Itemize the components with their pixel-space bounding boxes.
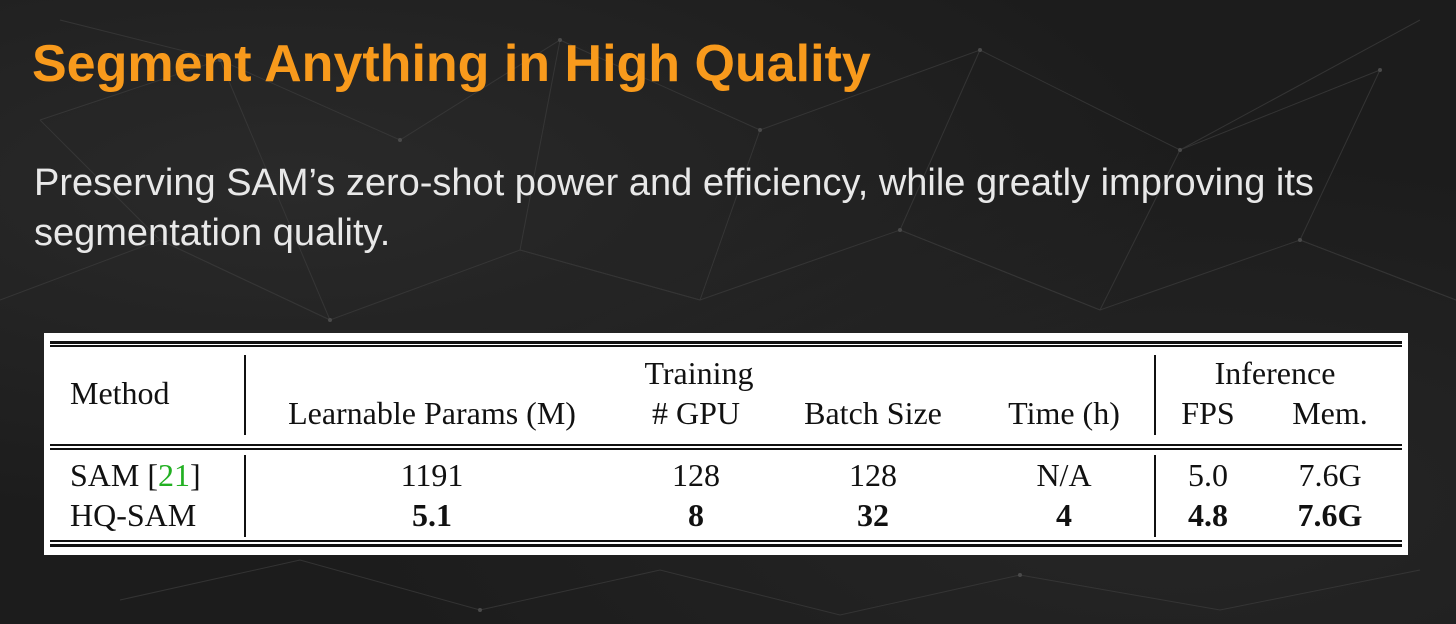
- row-sam-fps: 5.0: [1188, 457, 1228, 493]
- row-sam-gpu: 128: [672, 457, 720, 493]
- table-divider-method: [244, 355, 246, 435]
- row-sam-params: 1191: [400, 457, 464, 493]
- row-sam-memory: 7.6G: [1298, 457, 1362, 493]
- row-hqsam-time: 4: [1056, 497, 1072, 533]
- inference-group-header: Inference: [1214, 355, 1336, 391]
- row-hqsam-fps: 4.8: [1188, 497, 1228, 533]
- row-hqsam-params: 5.1: [412, 497, 452, 533]
- row-hqsam-gpu: 8: [688, 497, 704, 533]
- slide-title: Segment Anything in High Quality: [32, 35, 871, 93]
- table-divider-inference-body: [1154, 455, 1156, 537]
- table-divider-method-body: [244, 455, 246, 537]
- citation-close-bracket: ]: [190, 457, 201, 493]
- table-top-rule-inner: [50, 345, 1402, 347]
- column-header-gpu: # GPU: [651, 395, 741, 431]
- column-header-memory: Mem.: [1292, 395, 1368, 431]
- column-header-learnable-params: Learnable Params (M): [288, 395, 576, 431]
- column-header-time: Time (h): [1008, 395, 1120, 431]
- method-name: SAM [: [70, 457, 159, 493]
- row-hqsam-memory: 7.6G: [1297, 497, 1363, 533]
- table-header-rule: [50, 444, 1402, 446]
- row-sam-batch-size: 128: [849, 457, 897, 493]
- row-hqsam-batch-size: 32: [857, 497, 889, 533]
- table-bottom-rule: [50, 544, 1402, 547]
- table-top-rule: [50, 341, 1402, 344]
- column-header-method: Method: [70, 375, 170, 411]
- table-bottom-rule-inner: [50, 540, 1402, 542]
- training-group-header: Training: [644, 355, 754, 391]
- table-divider-inference: [1154, 355, 1156, 435]
- citation-link[interactable]: 21: [158, 457, 191, 493]
- comparison-table: Training Inference Method Learnable Para…: [44, 333, 1408, 555]
- row-sam-method: SAM [21]: [70, 455, 201, 495]
- column-header-batch-size: Batch Size: [804, 395, 942, 431]
- row-hqsam-method: HQ-SAM: [70, 497, 197, 533]
- slide-subtitle: Preserving SAM’s zero-shot power and eff…: [34, 162, 1314, 254]
- table-header-rule-inner: [50, 448, 1402, 450]
- column-header-fps: FPS: [1181, 395, 1235, 431]
- row-sam-time: N/A: [1036, 457, 1092, 493]
